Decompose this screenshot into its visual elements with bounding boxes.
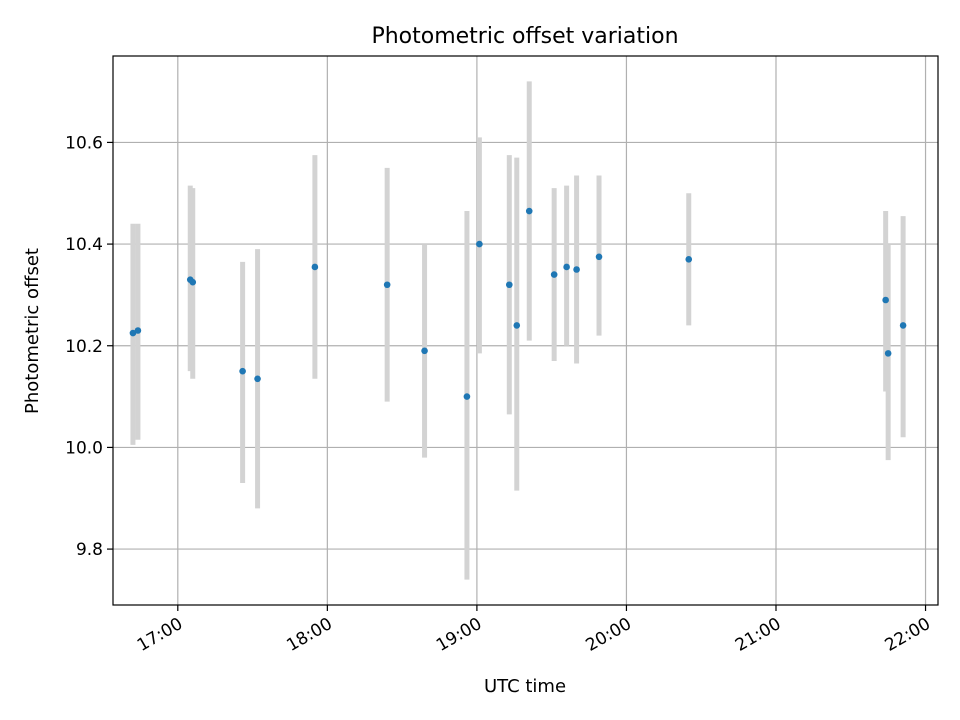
plot-frame: [112, 55, 939, 606]
data-point: [476, 240, 483, 248]
axis-ticks: 17:00 18:00 19:00 20:00 21:00 22:00 9.8 10.0 10.…: [65, 133, 934, 655]
data-point: [595, 253, 603, 261]
y-tick-label: 10.6: [65, 133, 103, 153]
y-tick-label: 10.0: [65, 438, 103, 458]
chart-title: Photometric offset variation: [371, 24, 678, 49]
data-point: [463, 393, 471, 400]
x-tick-label: 18:00: [283, 614, 335, 656]
data-point: [525, 207, 533, 215]
data-point: [239, 367, 246, 375]
data-points: [129, 207, 907, 400]
data-point: [899, 322, 907, 329]
data-point: [311, 263, 319, 271]
y-tick-label: 10.4: [65, 235, 103, 255]
data-point: [421, 347, 428, 355]
y-axis-label: Photometric offset: [22, 248, 43, 414]
data-point: [134, 327, 142, 334]
x-tick-label: 19:00: [433, 614, 485, 656]
data-point: [383, 281, 391, 289]
data-point: [685, 256, 693, 263]
data-point: [513, 322, 521, 329]
data-point: [189, 278, 197, 286]
data-point: [129, 329, 137, 337]
x-axis-label: UTC time: [484, 676, 566, 697]
data-point: [882, 296, 889, 304]
x-tick-label: 22:00: [882, 614, 934, 656]
y-tick-label: 10.2: [65, 337, 103, 357]
x-tick-label: 20:00: [583, 614, 635, 656]
data-point: [254, 375, 261, 383]
x-tick-label: 21:00: [732, 614, 784, 656]
grid: [113, 56, 938, 605]
data-point: [884, 350, 892, 357]
data-point: [505, 281, 513, 289]
error-bars: [130, 81, 906, 580]
data-point: [573, 266, 580, 273]
x-tick-label: 17:00: [134, 614, 186, 656]
y-tick-label: 9.8: [76, 540, 103, 560]
data-point: [550, 271, 558, 278]
data-point: [563, 263, 570, 271]
